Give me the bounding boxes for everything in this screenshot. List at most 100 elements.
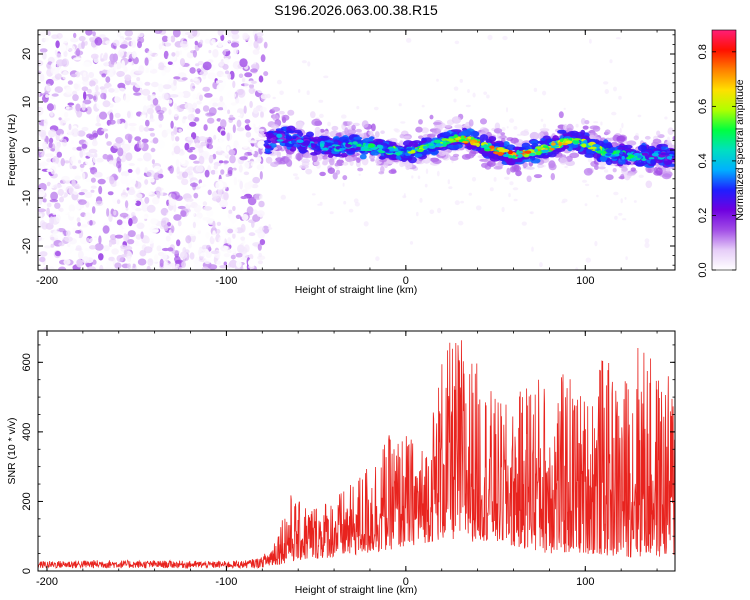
noise-blob xyxy=(220,73,230,77)
ridge-halo-blob xyxy=(559,157,568,165)
noise-blob xyxy=(219,61,225,67)
noise-blob xyxy=(62,119,68,124)
noise-blob xyxy=(173,78,177,86)
ridge-halo-blob xyxy=(295,121,304,129)
noise-blob xyxy=(138,125,144,133)
noise-blob xyxy=(206,209,214,217)
noise-blob xyxy=(54,250,61,257)
noise-blob xyxy=(39,31,47,37)
noise-blob xyxy=(259,106,267,113)
ridge-core-blob xyxy=(461,140,469,144)
noise-blob xyxy=(217,42,223,48)
noise-blob xyxy=(93,95,97,101)
ridge-core-blob xyxy=(596,150,604,154)
noise-blob xyxy=(257,37,263,44)
ridge-core-blob xyxy=(489,145,495,149)
noise-blob xyxy=(190,182,198,187)
noise-blob xyxy=(110,66,116,72)
noise-blob xyxy=(166,212,170,217)
noise-blob xyxy=(94,243,104,251)
noise-blob xyxy=(202,248,209,253)
noise-blob xyxy=(55,40,60,49)
noise-blob xyxy=(70,73,77,78)
noise-blob xyxy=(161,92,169,100)
noise-blob xyxy=(80,188,88,193)
ridge-core-blob xyxy=(569,137,573,141)
noise-blob xyxy=(249,83,254,89)
ridge-band-blob xyxy=(530,140,540,145)
ridge-core-blob xyxy=(428,145,436,149)
ridge-halo-blob xyxy=(345,155,354,163)
noise-dot xyxy=(585,257,591,263)
noise-blob xyxy=(85,30,93,36)
noise-blob xyxy=(219,265,229,269)
spectrogram-noise-region xyxy=(38,30,670,270)
colorbar-tick-label: 0.8 xyxy=(697,44,709,59)
ridge-halo-blob xyxy=(604,129,611,135)
noise-blob xyxy=(99,34,106,39)
ridge-core-blob xyxy=(355,146,362,151)
noise-dot xyxy=(323,75,329,79)
ridge-core-blob xyxy=(276,139,284,142)
noise-blob xyxy=(105,133,109,139)
noise-blob xyxy=(242,252,248,260)
ridge-core-blob xyxy=(326,142,331,147)
noise-blob xyxy=(137,32,144,38)
noise-dot xyxy=(348,208,354,213)
noise-blob xyxy=(50,191,58,201)
noise-blob xyxy=(227,228,234,234)
noise-blob xyxy=(128,163,135,166)
ridge-halo-blob xyxy=(321,155,329,160)
noise-blob xyxy=(136,77,141,81)
noise-dot xyxy=(509,181,514,186)
noise-blob xyxy=(258,131,266,138)
noise-blob xyxy=(176,166,180,175)
noise-blob xyxy=(204,169,210,178)
noise-dot xyxy=(613,191,619,196)
noise-blob xyxy=(108,213,113,222)
ridge-core-blob xyxy=(472,143,479,146)
noise-blob xyxy=(54,86,63,93)
ridge-core-blob xyxy=(319,143,325,148)
spectrogram-x-tick-label: -100 xyxy=(215,275,237,287)
noise-blob xyxy=(228,209,233,214)
noise-blob xyxy=(42,141,48,150)
noise-blob xyxy=(251,80,257,84)
noise-dot xyxy=(620,198,623,204)
noise-blob xyxy=(171,191,180,200)
noise-blob xyxy=(71,128,79,137)
ridge-halo-blob xyxy=(566,123,574,132)
ridge-core-blob xyxy=(558,141,562,147)
ridge-halo-blob xyxy=(487,160,496,167)
ridge-halo-blob xyxy=(633,135,639,141)
noise-blob xyxy=(250,68,258,73)
noise-blob xyxy=(50,66,60,75)
noise-blob xyxy=(200,252,207,257)
noise-blob xyxy=(231,30,239,35)
noise-dot xyxy=(465,104,471,108)
noise-blob xyxy=(77,130,86,137)
ridge-halo-blob xyxy=(383,160,389,169)
noise-blob xyxy=(207,72,217,80)
noise-blob xyxy=(230,42,240,48)
ridge-halo-blob xyxy=(583,168,593,176)
noise-blob xyxy=(58,266,67,270)
noise-blob xyxy=(108,160,115,165)
noise-blob xyxy=(157,251,165,257)
noise-blob xyxy=(129,126,136,132)
ridge-core-blob xyxy=(290,140,297,144)
noise-blob xyxy=(197,173,205,179)
noise-blob xyxy=(144,81,151,86)
ridge-core-blob xyxy=(497,147,504,151)
snr-y-tick-label: 400 xyxy=(21,423,33,441)
noise-blob xyxy=(100,92,106,100)
noise-blob xyxy=(208,154,214,164)
noise-dot xyxy=(472,92,476,98)
noise-blob xyxy=(161,35,169,42)
noise-blob xyxy=(150,229,160,233)
noise-blob xyxy=(202,201,208,206)
ridge-halo-blob xyxy=(278,110,285,115)
noise-blob xyxy=(123,94,131,103)
noise-blob xyxy=(156,204,162,214)
noise-blob xyxy=(237,244,245,253)
